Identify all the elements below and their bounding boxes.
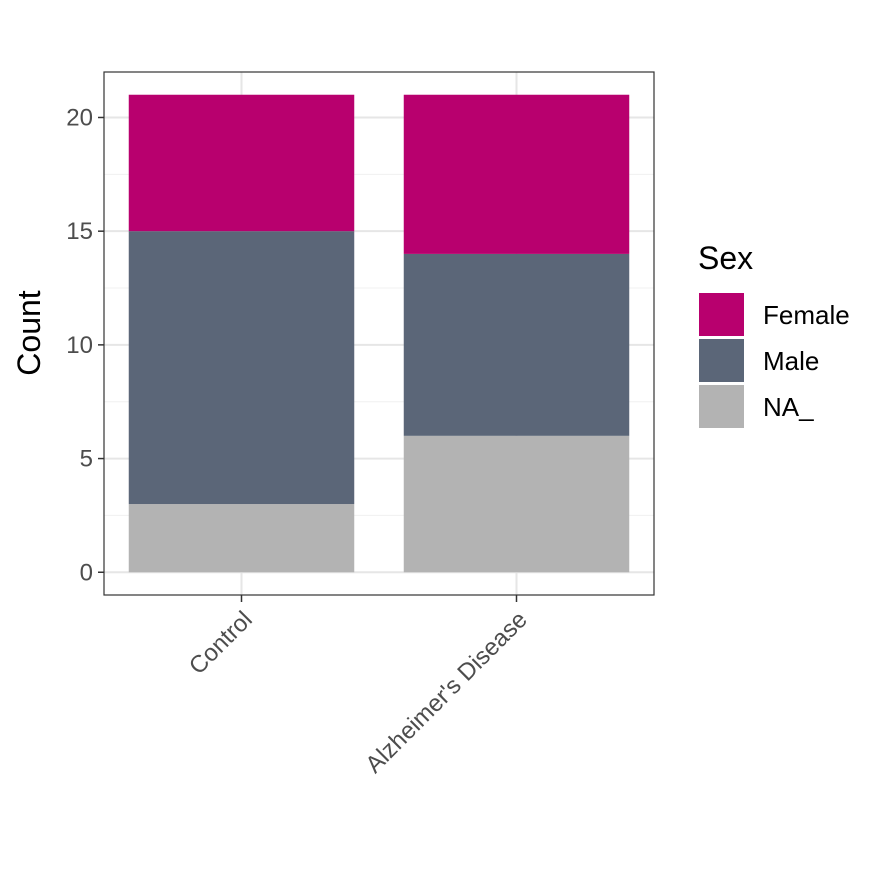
- bar-na-alzheimer-s-disease: [403, 435, 630, 573]
- y-tick-label: 20: [66, 104, 93, 131]
- x-axis: Control Alzheimer's Disease: [184, 595, 533, 778]
- bar-female-control: [128, 94, 355, 232]
- x-tick-label: Control: [184, 606, 258, 680]
- bar-female-alzheimer-s-disease: [403, 94, 630, 254]
- legend-label-male: Male: [763, 346, 819, 376]
- legend-key-female: [699, 293, 744, 336]
- bar-na-control: [128, 504, 355, 573]
- legend-key-male: [699, 339, 744, 382]
- legend-label-female: Female: [763, 300, 850, 330]
- y-tick-label: 0: [80, 559, 93, 586]
- y-axis: 0 5 10 15 20: [66, 104, 104, 586]
- y-tick-label: 10: [66, 332, 93, 359]
- y-tick-label: 15: [66, 218, 93, 245]
- legend-title: Sex: [698, 240, 753, 276]
- legend-label-na: NA_: [763, 392, 814, 422]
- bars: [128, 94, 630, 573]
- legend-key-na: [699, 385, 744, 428]
- y-axis-title: Count: [11, 290, 47, 376]
- legend: Sex Female Male NA_: [698, 240, 850, 428]
- y-tick-label: 5: [80, 446, 93, 473]
- plot-panel-border: [103, 71, 655, 596]
- bar-male-control: [128, 231, 355, 505]
- x-tick-label: Alzheimer's Disease: [360, 606, 532, 778]
- bar-male-alzheimer-s-disease: [403, 253, 630, 436]
